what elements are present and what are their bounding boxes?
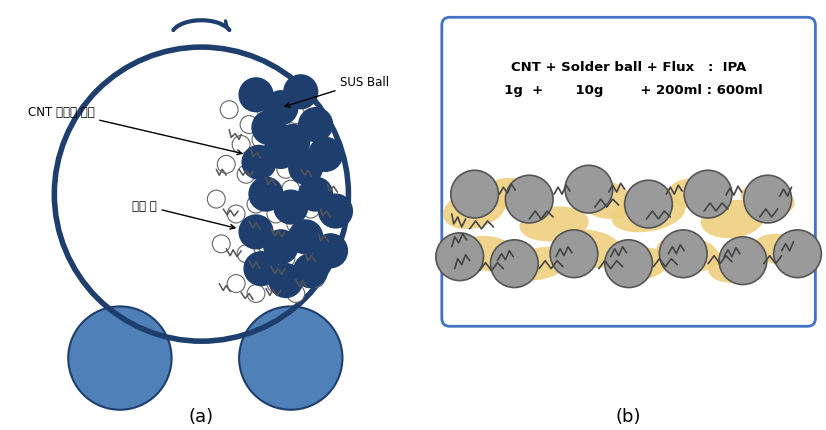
Circle shape [605, 240, 653, 288]
Circle shape [289, 151, 323, 185]
Circle shape [292, 235, 310, 253]
Circle shape [316, 240, 335, 258]
Ellipse shape [460, 237, 519, 272]
Circle shape [277, 161, 295, 179]
Circle shape [287, 107, 305, 124]
Circle shape [309, 138, 343, 172]
Ellipse shape [575, 180, 633, 219]
Ellipse shape [657, 236, 720, 272]
Circle shape [257, 101, 275, 120]
Circle shape [207, 191, 225, 209]
Circle shape [267, 206, 285, 224]
Circle shape [274, 191, 307, 224]
Circle shape [257, 235, 275, 253]
Ellipse shape [507, 247, 571, 281]
Circle shape [269, 264, 302, 298]
Circle shape [299, 108, 333, 142]
Circle shape [289, 221, 323, 254]
Ellipse shape [520, 207, 589, 242]
Ellipse shape [443, 190, 506, 230]
Circle shape [252, 131, 270, 149]
Circle shape [240, 215, 273, 249]
Text: 솔더 볼: 솔더 볼 [132, 200, 235, 230]
Circle shape [244, 252, 278, 286]
Circle shape [319, 195, 353, 228]
Circle shape [774, 230, 821, 278]
Ellipse shape [609, 248, 668, 280]
Circle shape [684, 171, 732, 218]
Circle shape [491, 240, 539, 288]
Circle shape [299, 178, 333, 212]
Circle shape [221, 101, 238, 120]
Circle shape [264, 92, 297, 125]
Circle shape [217, 156, 235, 174]
Ellipse shape [554, 230, 624, 268]
Circle shape [232, 136, 250, 154]
Ellipse shape [668, 179, 728, 211]
Circle shape [249, 178, 282, 212]
Circle shape [227, 275, 245, 293]
FancyBboxPatch shape [442, 18, 815, 326]
Circle shape [719, 237, 767, 285]
Circle shape [301, 201, 320, 218]
Circle shape [287, 285, 305, 303]
Circle shape [240, 79, 273, 112]
Circle shape [277, 250, 295, 268]
Ellipse shape [612, 196, 686, 233]
Circle shape [282, 181, 300, 199]
Circle shape [744, 176, 791, 224]
Circle shape [264, 135, 297, 169]
Ellipse shape [487, 178, 541, 211]
Ellipse shape [752, 234, 802, 264]
Circle shape [272, 117, 290, 134]
Circle shape [301, 166, 320, 184]
Circle shape [284, 76, 318, 109]
Ellipse shape [708, 251, 767, 283]
Circle shape [264, 230, 297, 264]
Text: CNT + Solder ball + Flux   :  IPA: CNT + Solder ball + Flux : IPA [511, 61, 746, 74]
Circle shape [257, 151, 275, 169]
Circle shape [550, 230, 598, 278]
Circle shape [294, 254, 328, 288]
Circle shape [252, 111, 286, 145]
Circle shape [565, 166, 613, 214]
Circle shape [311, 186, 330, 203]
Text: 1g  +       10g        + 200ml : 600ml: 1g + 10g + 200ml : 600ml [495, 84, 762, 97]
Circle shape [292, 146, 310, 164]
Circle shape [212, 235, 230, 253]
Circle shape [247, 196, 265, 214]
Circle shape [227, 206, 245, 224]
Circle shape [237, 166, 255, 184]
Circle shape [624, 181, 672, 228]
Text: (a): (a) [189, 407, 214, 425]
Text: (b): (b) [616, 407, 641, 425]
Circle shape [436, 233, 483, 281]
Circle shape [287, 215, 305, 233]
Circle shape [247, 285, 265, 303]
Circle shape [659, 230, 707, 278]
Circle shape [237, 245, 255, 263]
Circle shape [314, 234, 348, 268]
Circle shape [240, 307, 343, 410]
Circle shape [301, 255, 320, 273]
Text: CNT 비파괴 분산: CNT 비파괴 분산 [27, 105, 242, 155]
Circle shape [506, 176, 553, 224]
Text: SUS Ball: SUS Ball [285, 76, 390, 108]
Circle shape [242, 146, 276, 180]
Circle shape [267, 275, 285, 293]
Circle shape [69, 307, 172, 410]
Circle shape [451, 171, 498, 218]
Circle shape [306, 270, 325, 288]
Ellipse shape [741, 184, 795, 215]
Ellipse shape [700, 200, 765, 239]
Circle shape [276, 125, 310, 159]
Circle shape [240, 117, 258, 134]
